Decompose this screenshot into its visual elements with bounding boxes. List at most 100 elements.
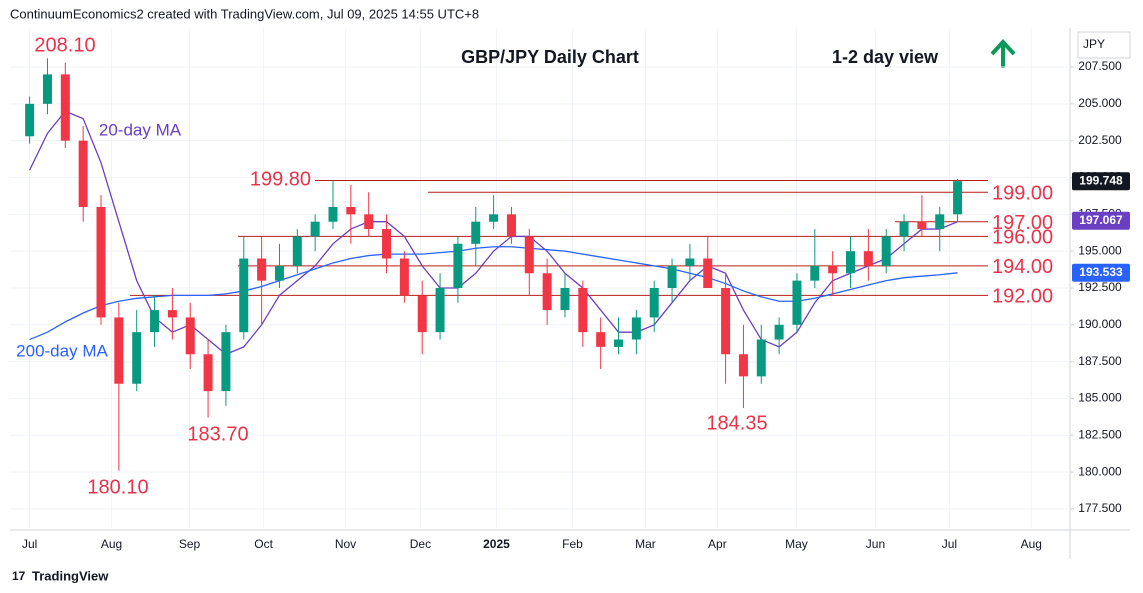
candle-body <box>78 140 88 207</box>
y-tick-label: 190.000 <box>1078 317 1122 331</box>
x-tick-label: Jun <box>866 537 885 551</box>
price-annotation: 208.10 <box>34 34 95 56</box>
footer-logo: 17 <box>12 569 26 583</box>
candle-body <box>382 229 392 259</box>
candle-body <box>239 258 249 333</box>
candle-body <box>810 265 820 281</box>
candle-body <box>917 221 927 230</box>
level-label: 197.00 <box>992 212 1053 234</box>
price-annotation: 183.70 <box>187 423 248 445</box>
candle-body <box>792 280 802 325</box>
x-tick-label: Sep <box>179 537 201 551</box>
candle-body <box>364 214 374 230</box>
x-tick-label: Oct <box>254 537 273 551</box>
y-tick-label: 202.500 <box>1078 133 1122 147</box>
ma-line <box>29 110 958 356</box>
candle-body <box>899 221 909 237</box>
candle-body <box>114 317 124 384</box>
price-annotation: 180.10 <box>87 476 148 498</box>
x-tick-label: Aug <box>101 537 122 551</box>
candle-body <box>685 258 695 266</box>
x-tick-label: Dec <box>410 537 431 551</box>
price-tag <box>1072 211 1130 230</box>
candle-body <box>649 287 659 318</box>
header: ContinuumEconomics2 created with Trading… <box>10 6 479 21</box>
x-tick-label: May <box>785 537 808 551</box>
candle-body <box>167 310 177 318</box>
x-tick-label: Jul <box>22 537 37 551</box>
candle-body <box>935 214 945 230</box>
candle-body <box>310 221 320 237</box>
candle-body <box>453 243 463 288</box>
candle-body <box>506 214 516 237</box>
candle-body <box>738 354 748 377</box>
x-tick-label: Apr <box>708 537 727 551</box>
candle-body <box>150 310 160 333</box>
x-tick-label: 2025 <box>483 537 510 551</box>
y-tick-label: 187.500 <box>1078 354 1122 368</box>
candle-body <box>614 339 624 347</box>
candle-body <box>863 251 873 266</box>
price-annotation: 184.35 <box>706 412 767 434</box>
price-tag-label: 199.748 <box>1079 173 1123 187</box>
candle-body <box>292 236 302 266</box>
y-tick-label: 177.500 <box>1078 501 1122 515</box>
unit-box <box>1077 31 1131 59</box>
candle-body <box>60 74 70 141</box>
y-tick-label: 182.500 <box>1078 427 1122 441</box>
price-tag-label: 193.533 <box>1079 265 1123 279</box>
x-tick-label: Feb <box>562 537 583 551</box>
candle-body <box>132 332 142 384</box>
candle-body <box>96 206 106 318</box>
ma-label: 200-day MA <box>16 341 108 360</box>
candle-body <box>578 287 588 333</box>
price-tag <box>1072 263 1130 282</box>
y-tick-label: 205.000 <box>1078 96 1122 110</box>
up-arrow <box>990 39 1016 68</box>
candle-body <box>399 258 409 296</box>
candle-body <box>274 265 284 281</box>
candle-body <box>471 221 481 244</box>
chart-title: GBP/JPY Daily Chart <box>461 47 639 67</box>
candle-body <box>524 236 534 274</box>
candle-body <box>828 265 838 274</box>
candle-body <box>346 206 356 215</box>
level-label: 199.80 <box>250 169 311 191</box>
candle-body <box>667 265 677 288</box>
candle-body <box>185 317 195 355</box>
candle-body <box>721 287 731 355</box>
price-tag-label: 197.067 <box>1079 213 1123 227</box>
x-tick-label: Mar <box>635 537 656 551</box>
y-tick-label: 185.000 <box>1078 391 1122 405</box>
level-label: 194.00 <box>992 256 1053 278</box>
footer: TradingView <box>32 568 109 583</box>
candle-body <box>631 317 641 340</box>
x-tick-label: Nov <box>335 537 356 551</box>
chart-subtitle: 1-2 day view <box>832 47 939 67</box>
ma-line <box>29 246 958 341</box>
candle-body <box>417 295 427 333</box>
y-tick-label: 180.000 <box>1078 464 1122 478</box>
y-tick-label: 192.500 <box>1078 280 1122 294</box>
level-label: 199.00 <box>992 183 1053 205</box>
level-label: 192.00 <box>992 286 1053 308</box>
candle-body <box>542 273 552 311</box>
candle-body <box>953 181 963 215</box>
ma-label: 20-day MA <box>99 120 182 139</box>
candle-body <box>42 74 52 104</box>
y-tick-label: 207.500 <box>1078 59 1122 73</box>
candle-body <box>703 258 713 288</box>
candle-body <box>560 287 570 311</box>
y-axis-label: JPY <box>1083 37 1105 51</box>
x-tick-label: Aug <box>1021 537 1042 551</box>
candle-body <box>846 251 856 274</box>
candle-body <box>774 324 784 340</box>
candle-body <box>596 332 606 347</box>
y-tick-label: 195.000 <box>1078 243 1122 257</box>
candle-body <box>221 332 231 392</box>
candle-body <box>881 236 891 266</box>
level-label: 196.00 <box>992 227 1053 249</box>
price-tag <box>1072 172 1130 191</box>
